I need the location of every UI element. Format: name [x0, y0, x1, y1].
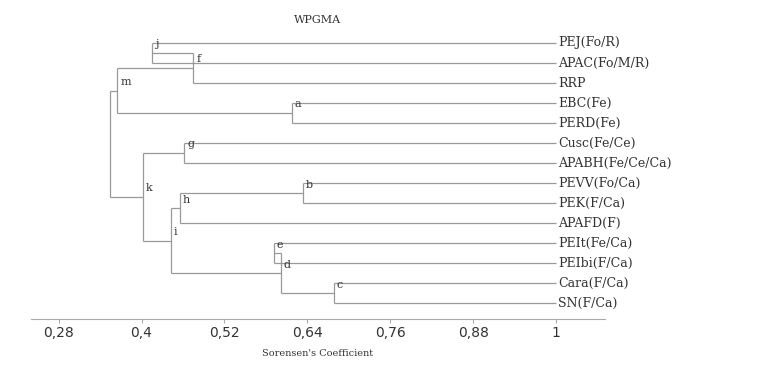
Text: c: c	[336, 280, 343, 290]
Text: Cusc(Fe/Ce): Cusc(Fe/Ce)	[558, 137, 636, 149]
Title: WPGMA: WPGMA	[294, 15, 341, 25]
Text: k: k	[146, 183, 153, 193]
Text: PEIbi(F/Ca): PEIbi(F/Ca)	[558, 257, 633, 270]
X-axis label: Sorensen's Coefficient: Sorensen's Coefficient	[262, 348, 374, 358]
Text: APAFD(F): APAFD(F)	[558, 217, 621, 229]
Text: i: i	[174, 227, 177, 237]
Text: PEVV(Fo/Ca): PEVV(Fo/Ca)	[558, 177, 641, 189]
Text: b: b	[305, 179, 312, 189]
Text: APAC(Fo/M/R): APAC(Fo/M/R)	[558, 57, 649, 69]
Text: d: d	[284, 259, 291, 270]
Text: RRP: RRP	[558, 77, 586, 89]
Text: g: g	[187, 139, 195, 149]
Text: j: j	[155, 39, 158, 49]
Text: f: f	[196, 54, 200, 64]
Text: PERD(Fe): PERD(Fe)	[558, 117, 621, 129]
Text: m: m	[120, 77, 131, 87]
Text: h: h	[182, 194, 190, 204]
Text: e: e	[277, 239, 284, 249]
Text: PEJ(Fo/R): PEJ(Fo/R)	[558, 37, 620, 49]
Text: a: a	[295, 99, 301, 109]
Text: PEK(F/Ca): PEK(F/Ca)	[558, 197, 625, 209]
Text: SN(F/Ca): SN(F/Ca)	[558, 297, 618, 310]
Text: PEIt(Fe/Ca): PEIt(Fe/Ca)	[558, 237, 632, 249]
Text: EBC(Fe): EBC(Fe)	[558, 97, 611, 109]
Text: APABH(Fe/Ce/Ca): APABH(Fe/Ce/Ca)	[558, 157, 672, 169]
Text: Cara(F/Ca): Cara(F/Ca)	[558, 277, 629, 290]
